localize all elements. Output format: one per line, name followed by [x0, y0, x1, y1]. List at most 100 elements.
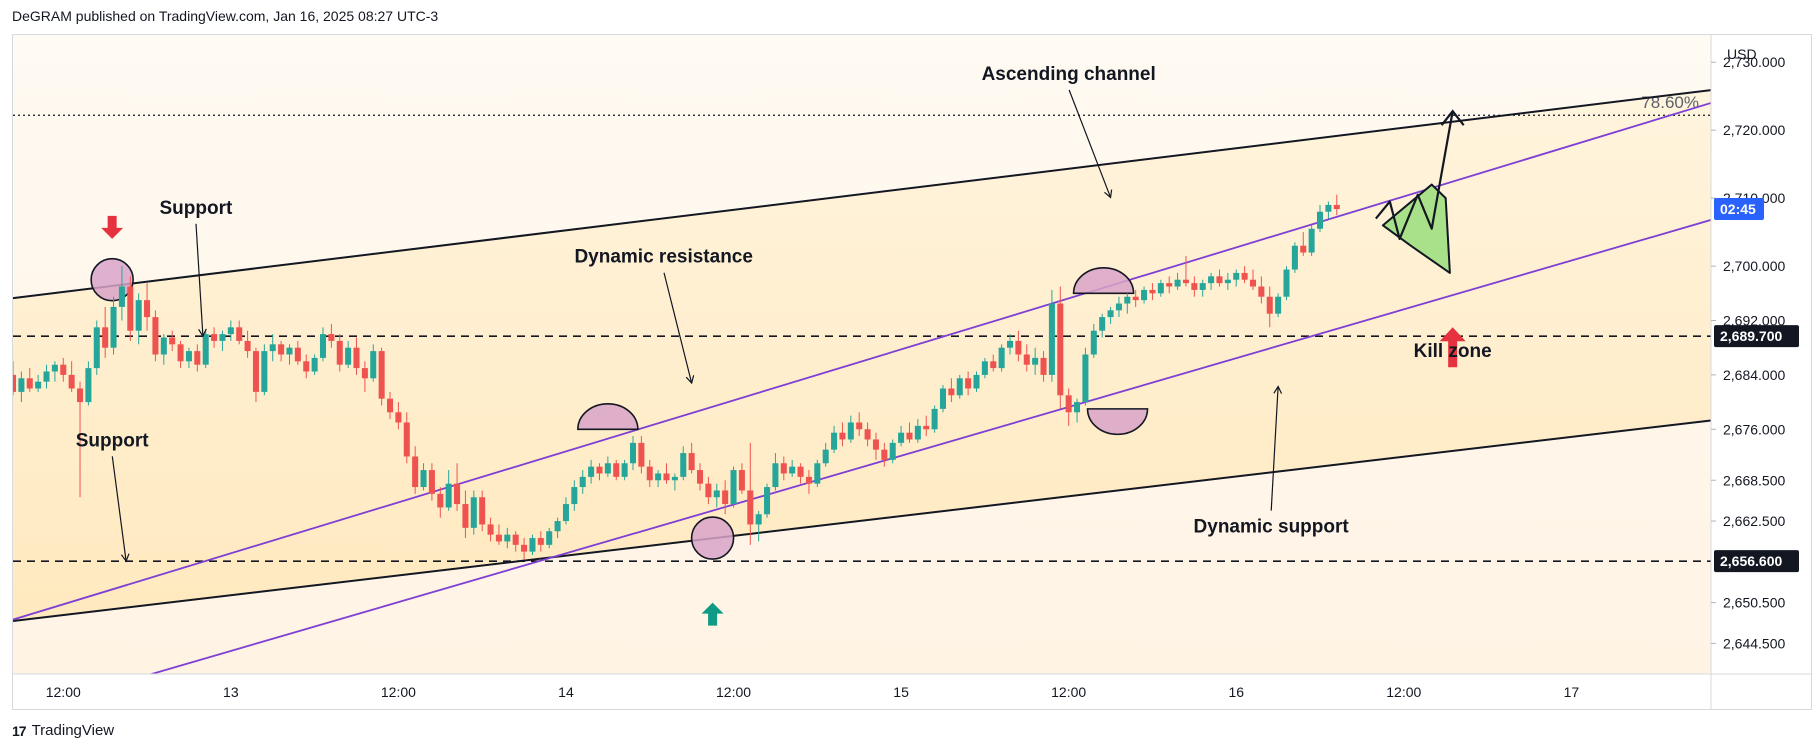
- price-tags: 2,689.700 2,656.600 02:45: [1714, 198, 1799, 573]
- candle-body: [428, 470, 435, 494]
- price-tag-box: [1714, 550, 1799, 573]
- candle-body: [495, 534, 502, 542]
- red-arrow-killzone: [1439, 327, 1466, 368]
- candle-body: [445, 483, 452, 508]
- candle-body: [227, 327, 234, 335]
- candle-body: [655, 473, 662, 481]
- teal-arrow-bottom: [701, 602, 724, 626]
- candle-body: [1266, 296, 1273, 314]
- candle-body: [1040, 357, 1047, 375]
- candle-body: [780, 463, 787, 474]
- candle-body: [1057, 303, 1064, 396]
- projection-arrowhead: [1440, 109, 1465, 126]
- half-circle-2: [1072, 267, 1135, 295]
- candle-body: [621, 463, 628, 477]
- candle-body: [1015, 340, 1022, 355]
- candle-body: [202, 334, 209, 365]
- candle-body: [487, 524, 494, 535]
- y-tick-label: 2,720.000: [1723, 122, 1785, 138]
- candle-body: [1048, 303, 1055, 375]
- candle-body: [387, 398, 394, 413]
- ascending-channel-fill: [13, 90, 1711, 621]
- candle-body: [278, 344, 285, 355]
- x-tick-label: 12:00: [1051, 684, 1086, 700]
- y-tick-label: 2,650.500: [1723, 595, 1785, 611]
- candle-body: [345, 347, 352, 365]
- candle-body: [906, 432, 913, 440]
- candle-body: [110, 306, 117, 348]
- candle-body: [805, 476, 812, 484]
- candle-body: [420, 470, 427, 488]
- candle-body: [144, 300, 151, 318]
- candle-body: [755, 514, 762, 525]
- candle-body: [412, 456, 419, 488]
- candle-body: [1082, 354, 1089, 403]
- x-tick-label: 12:00: [1386, 684, 1421, 700]
- candle-body: [646, 466, 653, 481]
- candle-body: [169, 337, 176, 345]
- trendline-ascending-channel-top[interactable]: [13, 89, 1711, 300]
- candle-body: [663, 473, 670, 481]
- candle-body: [738, 470, 745, 491]
- y-tick-label: 2,730.000: [1723, 54, 1785, 70]
- candle-body: [856, 422, 863, 430]
- candle-body: [546, 531, 553, 545]
- price-tag-label: 2,689.700: [1720, 328, 1782, 344]
- candle-body: [562, 504, 569, 522]
- candle-body: [831, 432, 838, 450]
- candle-body: [1182, 279, 1189, 284]
- candle-body: [973, 374, 980, 389]
- price-tag-box: [1714, 325, 1799, 348]
- price-tag-label: 2,656.600: [1720, 553, 1782, 569]
- trendline-ascending-channel-bottom[interactable]: [13, 419, 1711, 622]
- candle-body: [93, 327, 100, 369]
- candle-body: [1300, 245, 1307, 253]
- candle-body: [294, 347, 301, 362]
- y-tick-label: 2,684.000: [1723, 367, 1785, 383]
- annotation-pointer-head: [1273, 385, 1283, 394]
- candle-body: [1166, 283, 1173, 287]
- candle-body: [219, 334, 226, 341]
- candle-body: [713, 490, 720, 498]
- candle-body: [118, 286, 125, 307]
- time-axis[interactable]: 12:00 13 12:00 14 12:00 15 12:00 16 12:00 17: [46, 684, 1580, 700]
- annotation-pointer-head: [198, 328, 207, 338]
- candle-body: [1099, 317, 1106, 331]
- candle-body: [1325, 204, 1332, 212]
- candle-body: [353, 347, 360, 369]
- candle-body: [931, 408, 938, 430]
- trendline-dynamic-support[interactable]: [147, 219, 1711, 675]
- candle-body: [1124, 296, 1131, 304]
- candle-body: [470, 497, 477, 528]
- candle-body: [613, 463, 620, 477]
- candle-body: [1308, 228, 1315, 253]
- candle-body: [1199, 283, 1206, 290]
- candle-body: [914, 425, 921, 440]
- candle-body: [43, 371, 50, 382]
- candle-body: [1149, 289, 1156, 294]
- annotation-pointer: [1270, 386, 1279, 511]
- annotation-label: Dynamic support: [1194, 517, 1350, 538]
- x-tick-label: 16: [1228, 684, 1244, 700]
- candle-body: [604, 463, 611, 474]
- candle-body: [965, 378, 972, 389]
- candle-body: [847, 422, 854, 440]
- candle-body: [571, 487, 578, 505]
- candle-body: [77, 388, 84, 403]
- candle-body: [554, 521, 561, 532]
- candle-body: [437, 493, 444, 508]
- price-axis[interactable]: 2,730.0002,720.0002,710.0002,700.0002,69…: [1711, 54, 1785, 651]
- x-tick-label: 14: [558, 684, 574, 700]
- candle-body: [504, 534, 511, 542]
- footer-brand[interactable]: 17 TradingView: [12, 722, 114, 739]
- candle-body: [269, 344, 276, 352]
- candle-body: [1283, 269, 1290, 297]
- candle-body: [135, 300, 142, 331]
- annotation-label: Support: [76, 430, 149, 451]
- candle-body: [814, 463, 821, 484]
- candle-body: [194, 351, 201, 365]
- candle-body: [671, 476, 678, 481]
- projection-zone: [1381, 183, 1451, 274]
- annotation-label: Support: [160, 198, 233, 219]
